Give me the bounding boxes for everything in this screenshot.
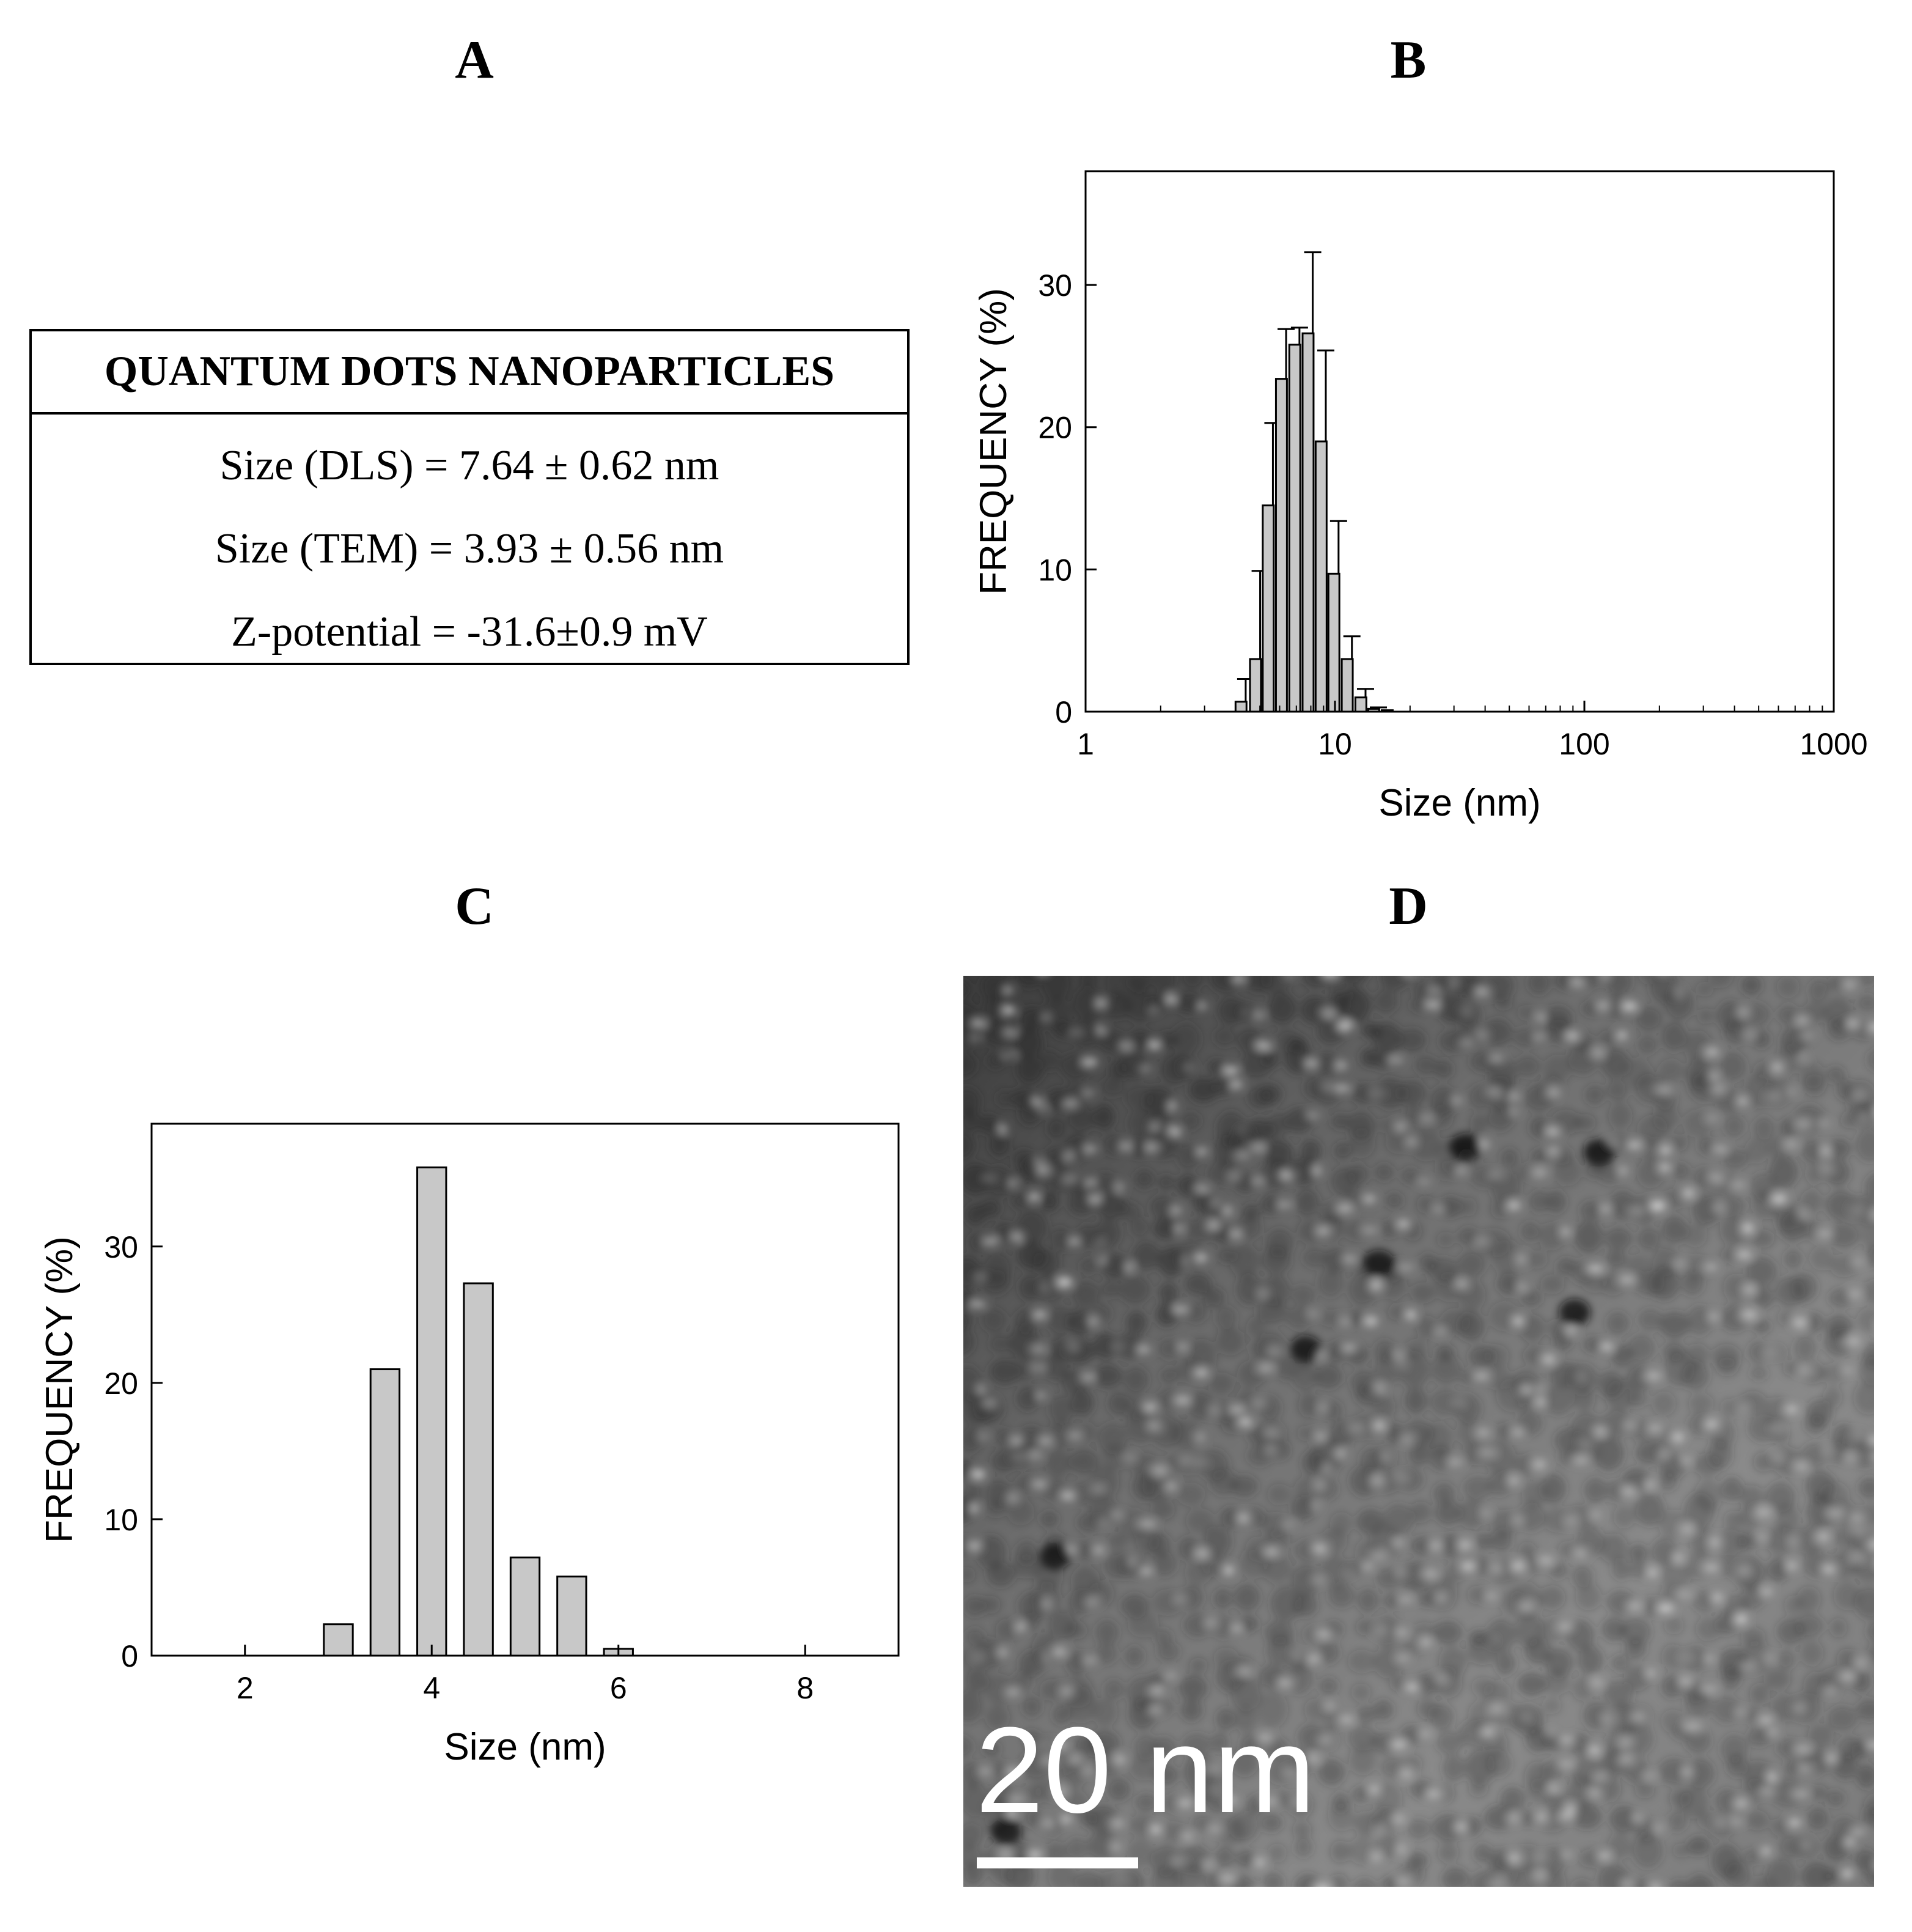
- dls-ytick-label: 30: [1038, 268, 1072, 303]
- tem-xtick-label: 6: [610, 1671, 627, 1705]
- tem-bar: [509, 1556, 541, 1657]
- scale-bar-label: 20 nm: [976, 1702, 1315, 1838]
- dls-size-distribution-chart: 0 10 20 30 1 10 100 1000 Size (nm) FREQUENCY (%): [973, 170, 1868, 824]
- dls-x-axis-label: Size (nm): [1378, 782, 1540, 824]
- properties-table: QUANTUM DOTS NANOPARTICLES Size (DLS) = …: [29, 329, 910, 665]
- property-row-z-potential: Z-potential = -31.6±0.9 mV: [231, 608, 708, 655]
- tem-xtick-label: 2: [237, 1671, 254, 1705]
- tem-xtick-label: 8: [796, 1671, 814, 1705]
- dls-xtick-label: 10: [1318, 727, 1352, 761]
- panel-label-d: D: [1389, 877, 1428, 936]
- dls-ytick-label: 20: [1038, 411, 1072, 445]
- dls-xtick-label: 100: [1559, 727, 1609, 761]
- tem-ytick-label: 30: [104, 1230, 138, 1264]
- dls-xtick-label: 1000: [1800, 727, 1867, 761]
- tem-micrograph: 20 nm: [963, 976, 1874, 1887]
- tem-bar: [323, 1623, 354, 1657]
- properties-table-header: QUANTUM DOTS NANOPARTICLES: [32, 331, 907, 415]
- tem-bar: [556, 1576, 587, 1657]
- tem-x-axis-label: Size (nm): [444, 1726, 606, 1768]
- property-row-tem-size: Size (TEM) = 3.93 ± 0.56 nm: [215, 525, 724, 572]
- dls-ytick-label: 10: [1038, 553, 1072, 587]
- tem-y-axis-label: FREQUENCY (%): [39, 1236, 81, 1543]
- tem-micrograph-texture: [963, 976, 1874, 1887]
- property-row-dls-size: Size (DLS) = 7.64 ± 0.62 nm: [219, 442, 719, 489]
- tem-plot-frame: [150, 1123, 900, 1657]
- tem-bar: [416, 1166, 447, 1657]
- panel-label-a: A: [455, 31, 494, 90]
- tem-xtick-label: 4: [423, 1671, 440, 1705]
- tem-ytick-label: 20: [104, 1366, 138, 1401]
- scale-bar: [977, 1857, 1138, 1868]
- dls-ytick-label: 0: [1055, 695, 1072, 729]
- dls-plot-frame: [1084, 170, 1835, 713]
- tem-bar: [369, 1368, 401, 1657]
- tem-bar: [463, 1282, 494, 1657]
- panel-label-b: B: [1390, 31, 1427, 90]
- dls-y-axis-label: FREQUENCY (%): [973, 288, 1015, 595]
- panel-label-c: C: [455, 877, 494, 936]
- tem-ytick-label: 10: [104, 1503, 138, 1537]
- dls-xtick-label: 1: [1077, 727, 1094, 761]
- tem-ytick-label: 0: [121, 1639, 138, 1673]
